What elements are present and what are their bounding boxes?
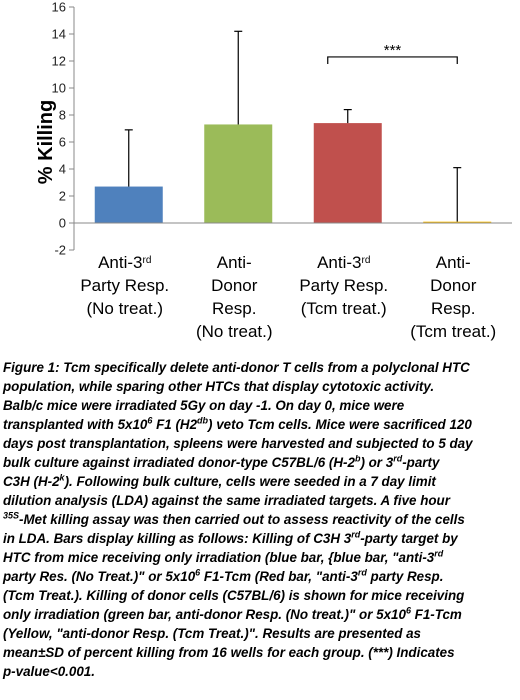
y-tick-label: 14: [52, 27, 66, 42]
bar: [204, 124, 273, 223]
caption-line: population, while sparing other HTCs tha…: [3, 379, 435, 394]
category-label: Anti-3rd Party Resp. (No treat.): [80, 253, 169, 318]
bar: [423, 221, 492, 224]
caption-line: only irradiation (green bar, anti-donor …: [3, 605, 462, 622]
caption-line: Balb/c mice were irradiated 5Gy on day -…: [3, 398, 405, 413]
category-label: Anti-Donor Resp. (No treat.): [196, 253, 273, 341]
category-label: Anti-3rd Party Resp. (Tcm treat.): [299, 253, 388, 318]
caption-line: party Res. (No Treat.)" or 5x106 F1-Tcm …: [3, 567, 444, 584]
axes: [73, 7, 512, 250]
figure-caption: Figure 1: Tcm specifically delete anti-d…: [3, 358, 517, 681]
y-tick-label: 8: [59, 108, 66, 123]
caption-line: transplanted with 5x106 F1 (H2db) veto T…: [3, 415, 472, 432]
error-bars: [124, 30, 462, 222]
caption-line: Figure 1: Tcm specifically delete anti-d…: [3, 360, 470, 375]
caption-line: HTC from mice receiving only irradiation…: [3, 548, 444, 565]
y-tick-label: -2: [54, 243, 66, 258]
caption-line: (Yellow, "anti-donor Resp. (Tcm Treat.)"…: [3, 626, 421, 641]
caption-line: days post transplantation, spleens were …: [3, 436, 473, 451]
y-tick-label: 6: [59, 135, 66, 150]
caption-line: 35S-Met killing assay was then carried o…: [3, 510, 465, 527]
y-axis-label: % Killing: [35, 100, 57, 184]
y-tick-label: 16: [52, 0, 66, 15]
bars: [94, 123, 492, 224]
caption-line: bulk culture against irradiated donor-ty…: [3, 453, 440, 470]
caption-line: p-value<0.001.: [3, 664, 95, 679]
y-tick-label: 4: [59, 162, 66, 177]
y-tick-label: 10: [52, 81, 66, 96]
category-labels: Anti-3rd Party Resp. (No treat.) Anti-Donor…: [80, 253, 496, 341]
bar: [313, 123, 382, 223]
y-axis-ticks: -2 0 2 4 6 8 10 12 14 16: [52, 0, 74, 258]
bar: [94, 186, 163, 223]
caption-line: C3H (H-2k). Following bulk culture, cell…: [3, 472, 436, 489]
caption-line: in LDA. Bars display killing as follows:…: [3, 529, 458, 546]
significance-label: ***: [384, 42, 402, 59]
caption-line: (Tcm Treat.). Killing of donor cells (C5…: [3, 588, 465, 603]
category-label: Anti-Donor Resp. (Tcm treat.): [410, 253, 496, 341]
y-tick-label: 12: [52, 54, 66, 69]
y-tick-label: 2: [59, 189, 66, 204]
significance-marker: ***: [327, 42, 458, 64]
bar-chart: % Killing -2 0 2 4 6 8 10 12 14 16 *** Anti-3rd Pa…: [35, 0, 512, 341]
caption-line: dilution analysis (LDA) against the same…: [3, 493, 450, 508]
significance-bracket: [327, 56, 458, 64]
y-tick-label: 0: [59, 216, 66, 231]
caption-line: mean±SD of percent killing from 16 wells…: [3, 645, 455, 660]
